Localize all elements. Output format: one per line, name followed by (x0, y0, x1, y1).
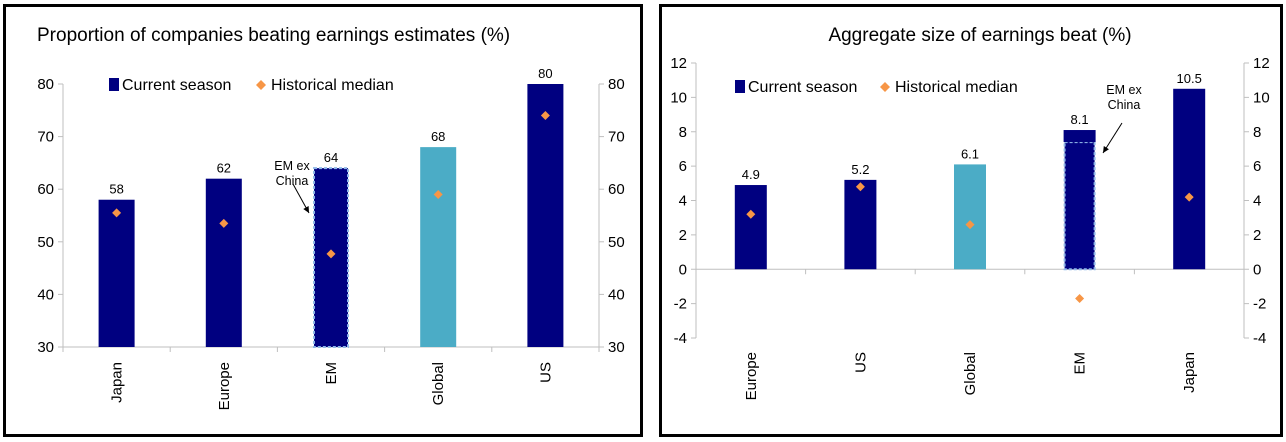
bar-em-ex-china-outline (1063, 141, 1096, 271)
y-tick-label-left: 80 (37, 76, 54, 93)
median-marker-japan (112, 208, 122, 218)
bar-europe (734, 185, 767, 270)
y-tick-label-left: -2 (674, 296, 687, 313)
aggregate-beat-chart: Aggregate size of earnings beat (%) -4 -4 -… (670, 25, 1270, 400)
annotation-text-line: EM ex (274, 159, 310, 173)
median-marker-em (326, 249, 336, 259)
y-tick-label-right: 80 (608, 76, 625, 93)
data-label-em: 8.1 (1071, 112, 1089, 127)
y-tick-label-right: 2 (1253, 227, 1261, 244)
data-label-global: 6.1 (961, 146, 979, 161)
median-marker-global (433, 189, 443, 199)
legend-swatch-current-season (735, 80, 745, 93)
y-tick-label-right: 8 (1253, 124, 1261, 141)
category-label-em: EM (1072, 352, 1089, 375)
median-marker-us (855, 182, 865, 192)
category-label-global: Global (430, 362, 447, 405)
bar-japan (1173, 88, 1206, 270)
y-tick-label-right: 40 (608, 286, 625, 303)
data-label-japan: 58 (109, 182, 123, 197)
annotation-arrowhead (1103, 146, 1109, 153)
bar-em (1063, 130, 1096, 143)
legend-label-historical-median: Historical median (895, 79, 1018, 96)
median-marker-europe (746, 209, 756, 219)
y-tick-label-left: 10 (670, 89, 687, 106)
data-label-europe: 4.9 (742, 167, 760, 182)
legend-label-current-season: Current season (748, 79, 857, 96)
category-label-europe: Europe (216, 362, 233, 410)
y-tick-label-left: 2 (679, 227, 687, 244)
median-marker-em (1075, 293, 1085, 303)
bar-global (954, 164, 986, 270)
annotation-text-line: China (1108, 98, 1141, 112)
y-tick-label-right: 12 (1253, 55, 1270, 72)
legend-label-historical-median: Historical median (271, 77, 394, 94)
y-tick-label-left: 6 (679, 158, 687, 175)
y-tick-label-left: 4 (679, 193, 687, 210)
y-tick-label-left: 60 (37, 181, 54, 198)
category-label-global: Global (962, 352, 979, 395)
y-tick-label-left: 0 (679, 261, 687, 278)
chart-panel-aggregate-beat: Aggregate size of earnings beat (%) -4 -4 -… (659, 4, 1283, 437)
median-marker-global (965, 220, 975, 230)
y-tick-label-left: 50 (37, 234, 54, 251)
annotation-arrowhead (303, 206, 309, 213)
y-tick-label-right: -2 (1253, 296, 1266, 313)
median-marker-us (540, 111, 550, 121)
y-tick-label-left: 8 (679, 124, 687, 141)
data-label-global: 68 (431, 129, 445, 144)
chart-title: Aggregate size of earnings beat (%) (828, 25, 1131, 46)
median-marker-japan (1184, 192, 1194, 202)
y-tick-label-right: 50 (608, 234, 625, 251)
bar-us (527, 84, 564, 347)
legend-swatch-current-season (109, 78, 119, 91)
category-label-us: US (852, 352, 869, 373)
chart-title: Proportion of companies beating earnings… (37, 25, 510, 46)
category-label-japan: Japan (109, 362, 126, 403)
y-tick-label-right: 10 (1253, 89, 1270, 106)
annotation-text-line: China (276, 174, 309, 188)
y-tick-label-left: 30 (37, 339, 54, 356)
y-tick-label-right: 60 (608, 181, 625, 198)
category-label-em: EM (323, 362, 340, 385)
legend-swatch-historical-median (880, 82, 890, 92)
median-marker-europe (219, 218, 229, 228)
proportion-beating-chart: Proportion of companies beating earnings… (37, 25, 625, 410)
category-label-europe: Europe (743, 352, 760, 400)
bar-us (844, 179, 877, 270)
y-tick-label-right: 30 (608, 339, 625, 356)
bar-europe (205, 178, 242, 347)
y-tick-label-right: 6 (1253, 158, 1261, 175)
y-tick-label-right: 4 (1253, 193, 1261, 210)
category-label-japan: Japan (1181, 352, 1198, 393)
data-label-japan: 10.5 (1177, 71, 1202, 86)
y-tick-label-left: 40 (37, 286, 54, 303)
data-label-europe: 62 (217, 161, 231, 176)
bar-japan (98, 199, 135, 347)
data-label-us: 5.2 (851, 162, 869, 177)
data-label-em: 64 (324, 150, 338, 165)
legend-label-current-season: Current season (122, 77, 231, 94)
y-tick-label-right: -4 (1253, 330, 1266, 347)
y-tick-label-left: 12 (670, 55, 687, 72)
legend-swatch-historical-median (256, 80, 266, 90)
annotation-text-line: EM ex (1106, 83, 1142, 97)
y-tick-label-left: -4 (674, 330, 687, 347)
y-tick-label-right: 70 (608, 129, 625, 146)
y-tick-label-left: 70 (37, 129, 54, 146)
category-label-us: US (537, 362, 554, 383)
y-tick-label-right: 0 (1253, 261, 1261, 278)
bar-global (420, 147, 457, 347)
data-label-us: 80 (538, 66, 552, 81)
chart-panel-proportion-beating: Proportion of companies beating earnings… (3, 4, 643, 437)
